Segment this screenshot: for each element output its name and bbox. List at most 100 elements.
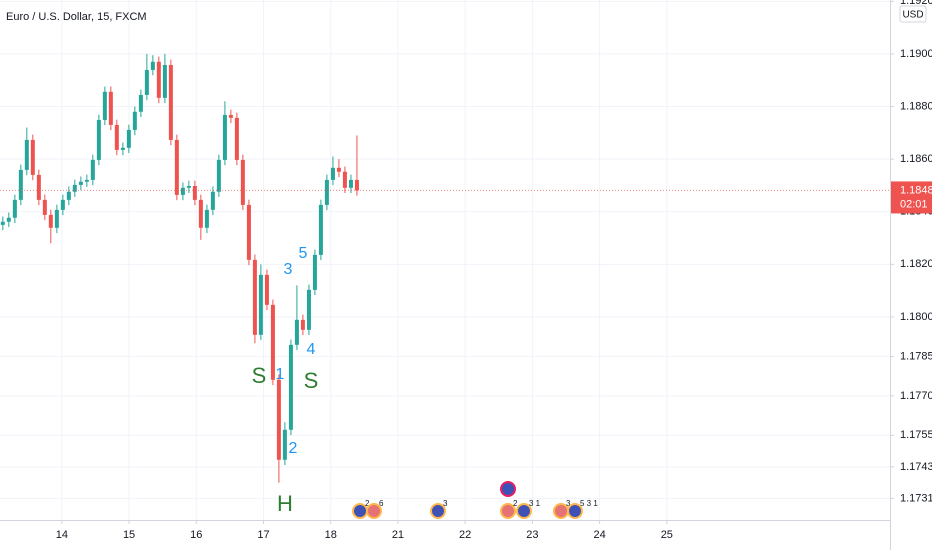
annotation: 4	[307, 341, 316, 358]
event-count: 3	[566, 499, 571, 508]
y-tick-label: 1.18000	[900, 311, 932, 323]
candle-body	[168, 64, 173, 140]
candle-body	[330, 167, 335, 180]
candle-body	[30, 139, 35, 175]
candle-body	[204, 209, 209, 228]
candle-body	[198, 199, 203, 228]
candle-body	[216, 159, 221, 192]
annotation: 3	[284, 261, 293, 278]
candle-body	[282, 429, 287, 460]
annotation: S	[252, 363, 267, 388]
candle-body	[222, 114, 227, 160]
x-tick-label: 24	[593, 529, 605, 541]
x-tick-label: 23	[526, 529, 538, 541]
candle-body	[342, 171, 347, 188]
candle-body	[354, 179, 359, 191]
chart-title: Euro / U.S. Dollar, 15, FXCM	[6, 11, 147, 23]
candle-body	[324, 179, 329, 205]
candle-body	[24, 139, 29, 170]
event-count: 2	[513, 499, 518, 508]
candle-body	[42, 199, 47, 215]
event-icon	[366, 503, 382, 519]
candle-body	[312, 254, 317, 290]
candle-body	[36, 174, 41, 200]
y-tick-label: 1.17550	[900, 429, 932, 441]
candle-body	[114, 124, 119, 150]
x-tick-label: 16	[190, 529, 202, 541]
currency-label: USD	[902, 10, 923, 21]
event-count: 2	[365, 499, 370, 508]
candle-body	[258, 274, 263, 335]
annotation: 2	[289, 440, 298, 457]
candle-body	[48, 214, 53, 228]
y-tick-label: 1.18200	[900, 258, 932, 270]
event-icon	[500, 503, 516, 519]
y-tick-label: 1.17850	[900, 350, 932, 362]
candle-body	[246, 204, 251, 260]
currency-box	[899, 5, 927, 23]
candle-body	[144, 69, 149, 95]
candle-body	[294, 319, 299, 345]
x-tick-label: 14	[56, 529, 68, 541]
x-tick-label: 17	[257, 529, 269, 541]
candle-body	[18, 169, 23, 200]
candle-body	[6, 217, 11, 222]
candle-body	[318, 204, 323, 255]
candle-body	[336, 167, 341, 172]
candle-body	[108, 91, 113, 125]
y-tick-label: 1.17430	[900, 461, 932, 473]
candle-body	[192, 185, 197, 200]
event-icon	[516, 503, 532, 519]
candle-body	[120, 147, 125, 150]
candle-body	[78, 181, 83, 185]
candle-body	[54, 209, 59, 228]
event-icon	[567, 503, 583, 519]
candle-body	[162, 64, 167, 98]
candle-body	[72, 184, 77, 192]
event-icon	[500, 481, 516, 497]
candle-body	[210, 191, 215, 210]
candle-body	[252, 259, 257, 335]
candle-body	[228, 114, 233, 118]
last-price-box	[891, 181, 932, 214]
annotation: S	[304, 368, 319, 393]
candle-body	[156, 61, 161, 98]
candle-body	[84, 179, 89, 182]
annotation: 5	[299, 245, 308, 262]
x-tick-label: 18	[325, 529, 337, 541]
candle-body	[288, 344, 293, 430]
y-tick-label: 1.17700	[900, 390, 932, 402]
candle-body	[234, 117, 239, 160]
event-icon	[430, 503, 446, 519]
candle-body	[174, 139, 179, 195]
candle-body	[0, 221, 5, 225]
y-tick-label: 1.17310	[900, 492, 932, 504]
x-tick-label: 25	[661, 529, 673, 541]
countdown-label: 02:01	[900, 198, 928, 210]
candle-body	[300, 319, 305, 330]
event-count: 5 3 1	[580, 499, 598, 508]
x-tick-label: 21	[392, 529, 404, 541]
annotation: H	[277, 491, 293, 516]
candle-body	[66, 191, 71, 200]
candle-body	[96, 119, 101, 160]
x-tick-label: 15	[123, 529, 135, 541]
candle-body	[348, 179, 353, 188]
candle-body	[276, 379, 281, 460]
event-count: 3	[443, 499, 448, 508]
candle-body	[132, 111, 137, 130]
candle-body	[180, 187, 185, 195]
candle-body	[240, 159, 245, 205]
candle-body	[60, 199, 65, 210]
candle-body	[138, 94, 143, 112]
candle-body	[186, 185, 191, 188]
candle-body	[126, 129, 131, 148]
y-tick-label: 1.19200	[900, 0, 932, 7]
y-tick-label: 1.18600	[900, 153, 932, 165]
annotation: 1	[276, 366, 285, 383]
candle-body	[264, 274, 269, 305]
candle-body	[150, 61, 155, 70]
event-count: 3 1	[529, 499, 541, 508]
